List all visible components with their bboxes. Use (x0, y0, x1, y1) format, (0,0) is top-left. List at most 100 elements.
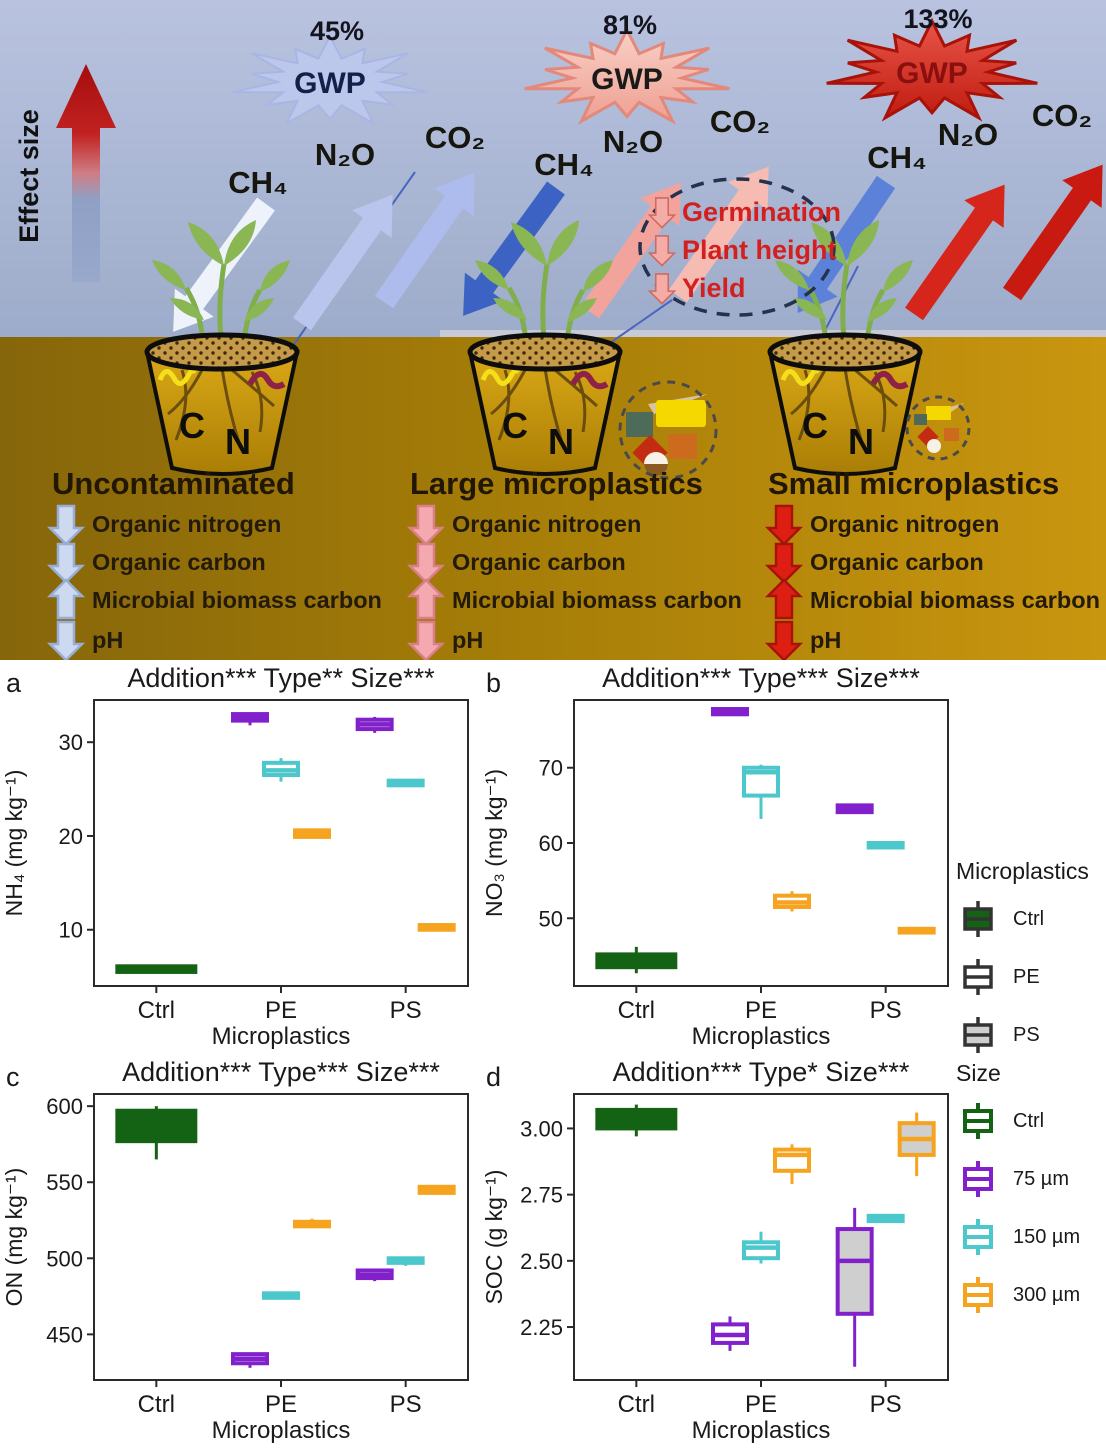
boxplot-svg: a Addition*** Type** Size*** 10 20 30 Ctrl PE P… (1, 663, 469, 1050)
svg-text:Ctrl: Ctrl (618, 1391, 655, 1418)
gwp-label-3: GWP (896, 57, 968, 90)
legend-entry-size-ctrl: Ctrl (956, 1101, 1106, 1141)
legend-entry-ps: PS (956, 1015, 1106, 1055)
list-item: Organic carbon (452, 549, 626, 575)
svg-text:d: d (486, 1062, 501, 1092)
svg-text:Addition*** Type*** Size***: Addition*** Type*** Size*** (122, 1057, 440, 1087)
gwp-percent-1: 45% (310, 16, 364, 46)
gwp-label-1: GWP (294, 67, 366, 100)
gwp-starburst-81 (524, 26, 730, 125)
boxplot-glyph-icon (963, 1017, 993, 1053)
svg-text:Ctrl: Ctrl (138, 1391, 175, 1418)
boxplot-svg: c Addition*** Type*** Size*** 450 500 550 600… (1, 1057, 469, 1444)
svg-text:600: 600 (46, 1094, 83, 1119)
svg-text:PS: PS (870, 997, 902, 1024)
gas-label-n2o-1: N₂O (315, 137, 375, 172)
gwp-percent-2: 81% (603, 10, 657, 40)
list-item: Organic nitrogen (92, 511, 281, 537)
list-item: Organic nitrogen (810, 511, 999, 537)
svg-text:PS: PS (390, 997, 422, 1024)
boxplot-figure: a Addition*** Type** Size*** 10 20 30 Ctrl PE P… (0, 660, 1106, 1446)
gas-label-co2-3: CO₂ (1032, 98, 1092, 133)
boxplot-glyph-icon (963, 1103, 993, 1139)
legend-label: Ctrl (1013, 1109, 1045, 1132)
list-item: Organic nitrogen (452, 511, 641, 537)
svg-text:Ctrl: Ctrl (138, 997, 175, 1024)
legend-entry-ctrl: Ctrl (956, 899, 1106, 939)
svg-text:ON (mg kg⁻¹): ON (mg kg⁻¹) (1, 1168, 27, 1307)
large-microplastics-circle (618, 380, 718, 480)
list-item: Organic carbon (810, 549, 984, 575)
gas-label-n2o-3: N₂O (938, 117, 998, 152)
svg-text:PS: PS (870, 1391, 902, 1418)
list-item: pH (452, 627, 483, 653)
scenario-uncontaminated: Uncontaminated Organic nitrogen Organic … (48, 466, 382, 660)
svg-text:SOC (g kg⁻¹): SOC (g kg⁻¹) (481, 1170, 507, 1305)
scenario-title: Large microplastics (410, 466, 703, 501)
legend-title: Size (956, 1060, 1001, 1086)
gas-label-ch4-1: CH₄ (228, 165, 288, 200)
gwp-percent-3: 133% (903, 4, 972, 34)
list-item: Microbial biomass carbon (452, 587, 742, 613)
svg-text:NO₃ (mg kg⁻¹): NO₃ (mg kg⁻¹) (481, 769, 507, 917)
svg-text:Microplastics: Microplastics (692, 1417, 831, 1444)
svg-text:Microplastics: Microplastics (212, 1417, 351, 1444)
panel-no3: b Addition*** Type*** Size*** 50 60 70 Ctrl PE… (480, 660, 960, 1052)
svg-text:Microplastics: Microplastics (212, 1023, 351, 1050)
panel-nh4: a Addition*** Type** Size*** 10 20 30 Ctrl PE P… (0, 660, 480, 1052)
effect-size-arrow (56, 64, 116, 282)
legend-entry-size-75: 75 µm (956, 1159, 1106, 1199)
svg-text:c: c (6, 1062, 20, 1092)
list-item: pH (92, 627, 123, 653)
svg-text:70: 70 (539, 756, 563, 781)
boxplot-svg: b Addition*** Type*** Size*** 50 60 70 Ctrl PE… (481, 663, 949, 1050)
gas-label-n2o-2: N₂O (603, 124, 663, 159)
svg-text:3.00: 3.00 (520, 1116, 563, 1141)
legend-label: 300 µm (1013, 1283, 1081, 1306)
legend-label: Ctrl (1013, 907, 1045, 930)
boxplot-glyph-icon (963, 1219, 993, 1255)
plant-effects-callout: Germination Plant height Yield (638, 177, 841, 317)
svg-text:Addition*** Type** Size***: Addition*** Type** Size*** (127, 663, 435, 693)
svg-text:PE: PE (745, 1391, 777, 1418)
legend-microplastics: Microplastics Ctrl PE (956, 858, 1106, 1073)
scenario-title: Small microplastics (768, 466, 1059, 501)
gwp-label-2: GWP (591, 63, 663, 96)
legend-label: PE (1013, 965, 1040, 988)
svg-text:Addition*** Type*** Size***: Addition*** Type*** Size*** (602, 663, 920, 693)
scenario-title: Uncontaminated (52, 466, 295, 501)
svg-text:2.50: 2.50 (520, 1249, 563, 1274)
callout-item: Germination (682, 197, 841, 227)
svg-text:500: 500 (46, 1246, 83, 1271)
svg-text:60: 60 (539, 831, 563, 856)
scenario-large-microplastics: Large microplastics Organic nitrogen Org… (408, 466, 742, 660)
effect-size-label: Effect size (14, 109, 44, 243)
legend-entry-size-150: 150 µm (956, 1217, 1106, 1257)
svg-text:10: 10 (59, 918, 83, 943)
svg-text:2.25: 2.25 (520, 1315, 563, 1340)
gwp-starburst-133 (826, 17, 1038, 122)
list-item: Microbial biomass carbon (92, 587, 382, 613)
legend-entry-size-300: 300 µm (956, 1275, 1106, 1315)
svg-text:b: b (486, 668, 501, 698)
boxplot-glyph-icon (963, 959, 993, 995)
callout-item: Yield (682, 273, 746, 303)
svg-text:Ctrl: Ctrl (618, 997, 655, 1024)
svg-text:PE: PE (265, 1391, 297, 1418)
svg-text:NH₄ (mg kg⁻¹): NH₄ (mg kg⁻¹) (1, 770, 27, 917)
list-item: Organic carbon (92, 549, 266, 575)
svg-text:Microplastics: Microplastics (692, 1023, 831, 1050)
boxplot-glyph-icon (963, 1161, 993, 1197)
svg-text:Addition*** Type* Size***: Addition*** Type* Size*** (613, 1057, 910, 1087)
legend-label: PS (1013, 1023, 1040, 1046)
svg-text:30: 30 (59, 730, 83, 755)
boxplot-glyph-icon (963, 1277, 993, 1313)
gwp-starburst-45 (232, 33, 428, 126)
panel-on: c Addition*** Type*** Size*** 450 500 550 600… (0, 1054, 480, 1446)
svg-text:20: 20 (59, 824, 83, 849)
gas-label-co2-1: CO₂ (425, 120, 485, 155)
legend-title: Microplastics (956, 858, 1089, 884)
legend-size: Size Ctrl 75 µm (956, 1060, 1106, 1333)
boxplot-svg: d Addition*** Type* Size*** 2.25 2.50 2.75 3.… (481, 1057, 949, 1444)
small-microplastics-circle (905, 395, 971, 461)
